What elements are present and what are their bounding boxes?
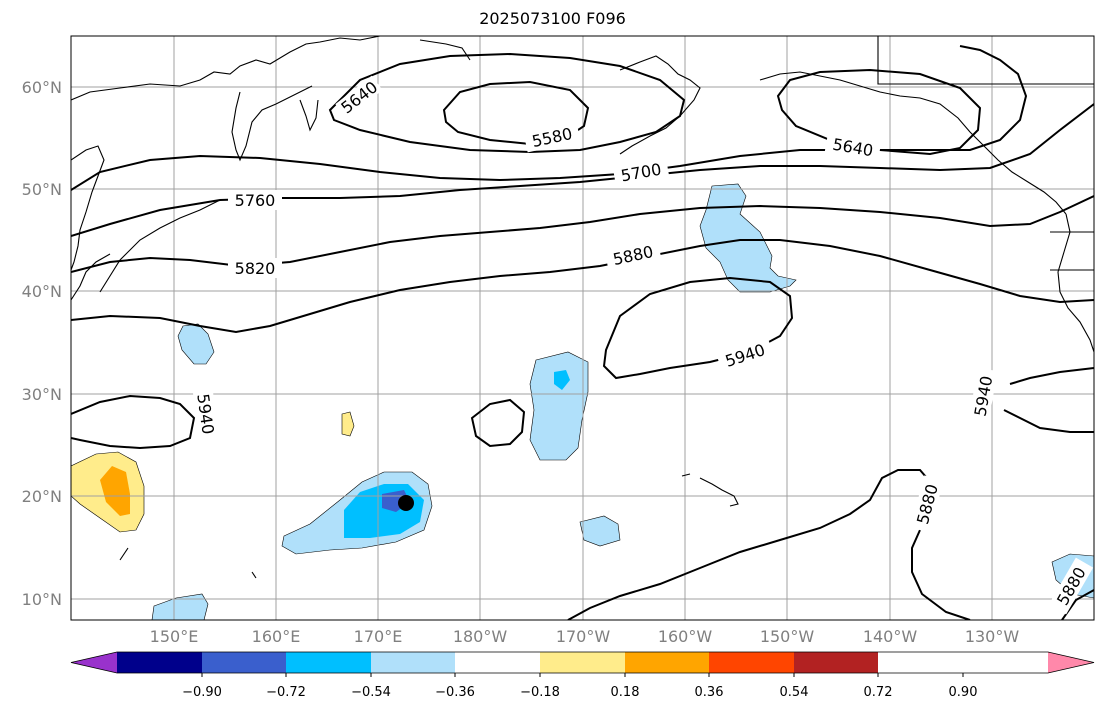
pos-anomaly-patch: [341, 411, 355, 437]
lon-label: 180°W: [453, 627, 508, 646]
contour-line: [71, 394, 196, 450]
neg-anomaly-patch: [151, 593, 209, 620]
colorbar-label: −0.90: [182, 685, 222, 700]
colorbar-segment: [455, 652, 540, 673]
longitude-labels: 150°E 160°E 170°E 180°W 170°W 160°W 150°…: [150, 627, 1020, 646]
map-title: 2025073100 F096: [479, 9, 626, 28]
lon-label: 170°E: [354, 627, 403, 646]
colorbar-label: −0.18: [520, 685, 560, 700]
contour-label: 5940: [193, 393, 217, 436]
colorbar-segment: [794, 652, 878, 673]
contour-line: [776, 68, 982, 156]
colorbar-label: −0.36: [435, 685, 475, 700]
contour-line: [1003, 367, 1094, 433]
contour-label: 5880: [913, 482, 942, 526]
colorbar-label: 0.54: [780, 685, 809, 700]
contour-line: [71, 45, 1028, 191]
contour-label: 5760: [235, 191, 276, 210]
contour-line: [328, 52, 686, 154]
contour-line: [470, 398, 526, 448]
lat-label: 60°N: [22, 78, 62, 97]
colorbar-labels: −0.90 −0.72 −0.54 −0.36 −0.18 0.18 0.36 …: [182, 685, 977, 700]
contour-line: [567, 469, 934, 620]
contour-label: 5640: [831, 135, 874, 161]
contour-line: [602, 276, 794, 380]
lon-label: 150°E: [150, 627, 199, 646]
contour-label: 5940: [971, 374, 997, 417]
storm-marker: [398, 495, 414, 511]
neg-anomaly-patch: [529, 351, 589, 461]
colorbar-label: −0.72: [266, 685, 306, 700]
colorbar: [70, 651, 1095, 677]
lon-label: 140°W: [863, 627, 918, 646]
contour-label: 5880: [611, 242, 655, 269]
colorbar-extend-max: [1048, 652, 1094, 673]
pos-anomaly-core: [100, 466, 130, 516]
colorbar-segment: [371, 652, 455, 673]
contour-line: [911, 529, 971, 620]
colorbar-segment: [202, 652, 286, 673]
gridlines: [71, 36, 1094, 620]
contour-line: [71, 239, 1094, 334]
height-contours: [71, 45, 1094, 620]
lat-label: 50°N: [22, 180, 62, 199]
colorbar-label: 0.90: [949, 685, 978, 700]
contour-label: 5700: [619, 160, 662, 186]
contour-label: 5580: [530, 124, 574, 151]
neg-anomaly-core: [554, 370, 570, 390]
neg-anomaly-patch: [177, 323, 215, 365]
map-frame: [70, 35, 1095, 621]
colorbar-outline: [70, 651, 1095, 674]
colorbar-label: 0.72: [864, 685, 893, 700]
coastlines: [71, 36, 1094, 579]
colorbar-segment: [625, 652, 709, 673]
colorbar-label: 0.18: [611, 685, 640, 700]
lon-label: 160°E: [252, 627, 301, 646]
contour-line: [442, 80, 590, 146]
latitude-labels: 60°N 50°N 40°N 30°N 20°N 10°N: [22, 78, 62, 609]
lat-label: 20°N: [22, 487, 62, 506]
colorbar-segment: [117, 652, 202, 673]
colorbar-label: 0.36: [695, 685, 724, 700]
lon-label: 130°W: [965, 627, 1020, 646]
colorbar-segment: [540, 652, 625, 673]
contour-label: 5820: [235, 259, 276, 278]
colorbar-segment: [709, 652, 794, 673]
colorbar-extend-min: [71, 652, 117, 673]
lat-label: 30°N: [22, 385, 62, 404]
lon-label: 160°W: [658, 627, 713, 646]
lon-label: 170°W: [556, 627, 611, 646]
contour-label: 5940: [723, 340, 768, 371]
colorbar-label: −0.54: [351, 685, 391, 700]
contour-line: [71, 195, 1094, 273]
neg-anomaly-patch: [699, 183, 797, 293]
neg-anomaly-patch: [579, 515, 621, 547]
colorbar-segment: [286, 652, 371, 673]
lat-label: 40°N: [22, 282, 62, 301]
lon-label: 150°W: [760, 627, 815, 646]
lat-label: 10°N: [22, 590, 62, 609]
